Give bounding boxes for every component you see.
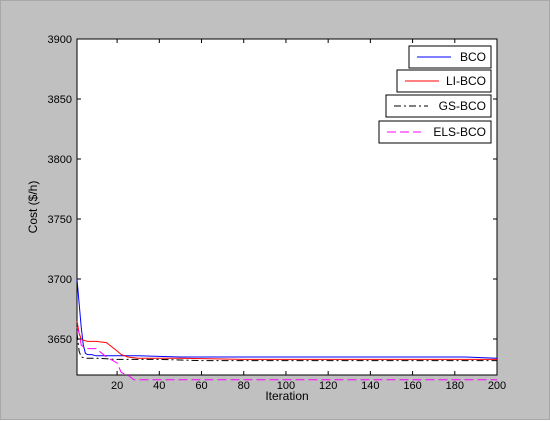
legend: BCO LI-BCO GS-BCO ELS-BCO: [378, 45, 492, 144]
y-tick-label: 3850: [48, 94, 72, 106]
legend-label: ELS-BCO: [433, 125, 486, 139]
axis-ticks: 20 40 60 80 100 120 140 160 180 200 3650 3700 3750 38…: [48, 34, 507, 392]
series-line-0: [76, 278, 498, 359]
series-line-2: [76, 332, 497, 362]
y-tick-label: 3900: [48, 34, 72, 46]
x-tick-label: 140: [361, 380, 379, 392]
legend-label: GS-BCO: [439, 99, 486, 113]
legend-box: [396, 69, 492, 93]
x-tick-label: 60: [195, 380, 207, 392]
y-tick-label: 3700: [48, 274, 72, 286]
y-axis-label: Cost ($/h): [26, 181, 40, 234]
legend-label: LI-BCO: [446, 74, 486, 88]
x-tick-label: 180: [446, 380, 464, 392]
x-tick-label: 20: [111, 380, 123, 392]
legend-label: BCO: [460, 50, 486, 64]
y-tick-label: 3650: [48, 334, 72, 346]
x-tick-label: 100: [277, 380, 295, 392]
legend-entry-3: ELS-BCO: [378, 120, 492, 144]
legend-entry-1: LI-BCO: [396, 69, 492, 93]
x-axis-label: Iteration: [265, 389, 308, 403]
series-layer: [76, 278, 498, 381]
y-tick-label: 3800: [48, 154, 72, 166]
legend-entry-0: BCO: [408, 45, 492, 69]
x-tick-label: 200: [488, 380, 506, 392]
x-tick-label: 40: [153, 380, 165, 392]
legend-box: [385, 94, 492, 118]
x-tick-label: 80: [238, 380, 250, 392]
series-line-1: [76, 320, 497, 360]
x-tick-label: 160: [403, 380, 421, 392]
y-tick-label: 3750: [48, 214, 72, 226]
legend-box: [378, 120, 492, 144]
series-line-3: [76, 326, 497, 381]
legend-entry-2: GS-BCO: [385, 94, 492, 118]
x-tick-label: 120: [319, 380, 337, 392]
